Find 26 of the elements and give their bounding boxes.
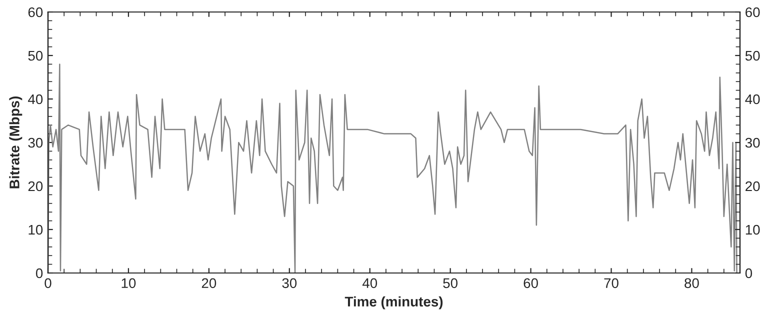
y2-tick-label: 60 — [746, 7, 760, 18]
y-tick-label: 60 — [28, 7, 43, 18]
x-axis-title: Time (minutes) — [344, 296, 443, 310]
x-tick-label: 80 — [684, 278, 699, 288]
x-tick-label: 50 — [443, 278, 458, 288]
y-tick-label: 20 — [28, 181, 43, 192]
y-tick-label: 50 — [28, 50, 43, 61]
x-tick-label: 10 — [122, 278, 136, 288]
y2-tick-label: 10 — [746, 224, 760, 235]
x-tick-label: 0 — [44, 278, 52, 288]
x-tick-label: 60 — [524, 278, 538, 288]
y2-tick-label: 50 — [745, 50, 760, 61]
y2-tick-label: 0 — [745, 268, 752, 278]
y2-tick-label: 30 — [745, 138, 760, 148]
y-axis-title: Bitrate (Mbps) — [9, 96, 22, 188]
line-series — [48, 64, 738, 273]
x-tick-label: 40 — [362, 278, 378, 288]
y-tick-label: 10 — [28, 224, 43, 235]
y2-tick-label: 20 — [746, 181, 760, 192]
x-tick-label: 30 — [282, 278, 297, 288]
y2-tick-label: 40 — [745, 94, 760, 104]
y-tick-label: 0 — [36, 268, 43, 278]
x-tick-label: 20 — [202, 278, 216, 288]
x-tick-label: 70 — [604, 278, 618, 288]
y-tick-label: 30 — [28, 138, 43, 148]
y-tick-label: 40 — [28, 94, 43, 104]
